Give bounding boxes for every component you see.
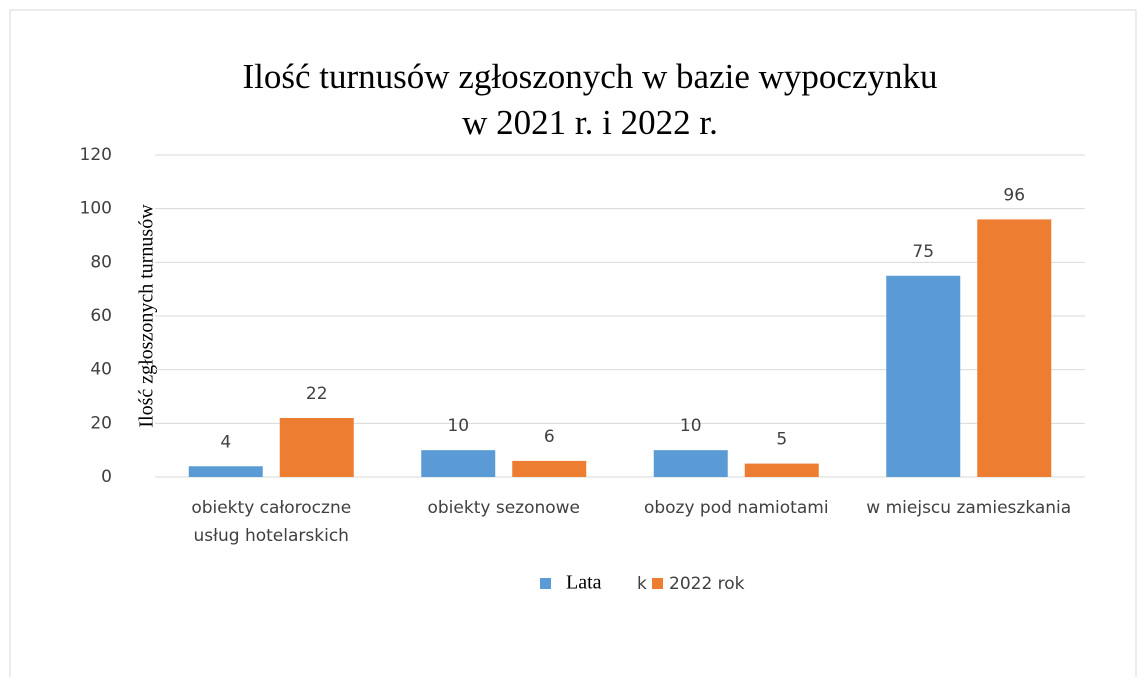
data-label: 10 <box>447 416 469 436</box>
legend-label: k <box>637 574 647 594</box>
x-tick-label: obiekty sezonowe <box>427 498 580 518</box>
y-tick-label: 100 <box>80 199 112 219</box>
bar <box>279 417 354 477</box>
data-label: 6 <box>544 427 555 447</box>
x-tick-label: obozy pod namiotami <box>644 498 829 518</box>
legend-swatch <box>540 578 551 589</box>
bar <box>653 450 728 477</box>
x-tick-label: w miejscu zamieszkania <box>866 498 1071 518</box>
y-tick-label: 80 <box>90 252 112 272</box>
data-label: 10 <box>680 416 702 436</box>
legend-overlay: Lata <box>566 572 602 594</box>
data-label: 96 <box>1003 185 1025 205</box>
legend-label: 2022 rok <box>669 574 745 594</box>
y-tick-label: 40 <box>90 360 112 380</box>
data-label: 75 <box>912 242 934 262</box>
chart-title: Ilość turnusów zgłoszonych w bazie wypoc… <box>243 57 938 96</box>
x-tick-label: obiekty całoroczne usług hotelarskich <box>191 498 351 546</box>
bar <box>744 463 819 477</box>
bar <box>421 450 496 477</box>
data-label: 4 <box>220 432 231 452</box>
y-tick-label: 60 <box>90 306 112 326</box>
y-tick-label: 120 <box>80 145 112 165</box>
legend-swatch <box>652 578 663 589</box>
y-tick-label: 20 <box>90 413 112 433</box>
y-axis-label: Ilość zgłoszonych turnusów <box>136 204 158 428</box>
data-label: 22 <box>306 384 328 404</box>
bar <box>188 466 263 477</box>
bar <box>512 460 587 477</box>
bar <box>886 275 961 477</box>
y-tick-label: 0 <box>101 467 112 487</box>
chart-title: w 2021 r. i 2022 r. <box>462 103 718 142</box>
data-label: 5 <box>776 430 787 450</box>
chart-frame <box>9 9 1137 677</box>
bar <box>977 219 1052 477</box>
